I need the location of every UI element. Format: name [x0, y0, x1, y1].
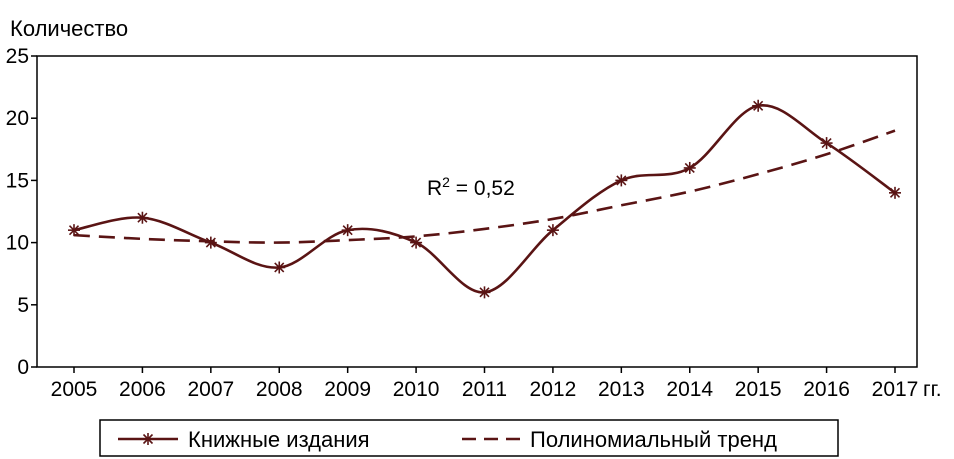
y-tick-label: 10 — [6, 232, 29, 255]
legend-label-series: Книжные издания — [188, 427, 370, 452]
series-layer — [68, 99, 901, 299]
x-tick-label: 2016 — [803, 378, 850, 401]
data-point-marker — [820, 137, 833, 150]
legend-asterisk-marker — [142, 433, 154, 445]
data-point-marker — [683, 161, 696, 174]
data-point-marker — [273, 261, 286, 274]
x-axis-ticks: 2005 2006 2007 2008 2009 2010 2011 2012 2013 2014… — [51, 367, 942, 401]
x-tick-label: 2007 — [187, 378, 234, 401]
legend-label-trend: Полиномиальный тренд — [530, 427, 777, 452]
data-point-marker — [478, 286, 491, 299]
y-axis-title: Количество — [10, 16, 128, 41]
y-tick-label: 15 — [6, 169, 29, 192]
x-tick-label: 2009 — [324, 378, 371, 401]
data-point-marker — [889, 186, 901, 199]
y-tick-label: 5 — [17, 294, 29, 317]
plot-area-frame — [36, 55, 918, 368]
data-point-marker — [546, 224, 559, 237]
data-point-marker — [341, 224, 354, 237]
x-tick-label: 2011 — [462, 378, 507, 401]
x-tick-label: 2015 — [735, 378, 782, 401]
x-tick-label: 2014 — [666, 378, 713, 401]
x-tick-label: 2010 — [393, 378, 440, 401]
y-tick-label: 0 — [17, 356, 29, 379]
data-point-marker — [410, 236, 423, 249]
data-point-marker — [204, 236, 217, 249]
data-point-marker — [68, 224, 80, 237]
y-tick-label: 20 — [6, 107, 29, 130]
legend-asterisk — [142, 433, 154, 445]
legend: Книжные издания Полиномиальный тренд — [99, 419, 839, 457]
x-axis-unit-label: гг. — [923, 378, 942, 401]
x-tick-label: 2017 — [872, 378, 919, 401]
data-point-marker — [136, 211, 149, 224]
x-tick-label: 2005 — [51, 378, 98, 401]
r-squared-annotation: R2 = 0,52 — [427, 174, 515, 200]
data-point-marker — [752, 99, 765, 112]
x-tick-label: 2012 — [530, 378, 577, 401]
x-tick-label: 2006 — [119, 378, 166, 401]
y-axis-ticks: 0 5 10 15 20 25 — [6, 45, 37, 379]
x-tick-label: 2013 — [598, 378, 645, 401]
x-tick-label: 2008 — [256, 378, 303, 401]
y-tick-label: 25 — [6, 45, 29, 68]
data-point-marker — [615, 174, 628, 187]
